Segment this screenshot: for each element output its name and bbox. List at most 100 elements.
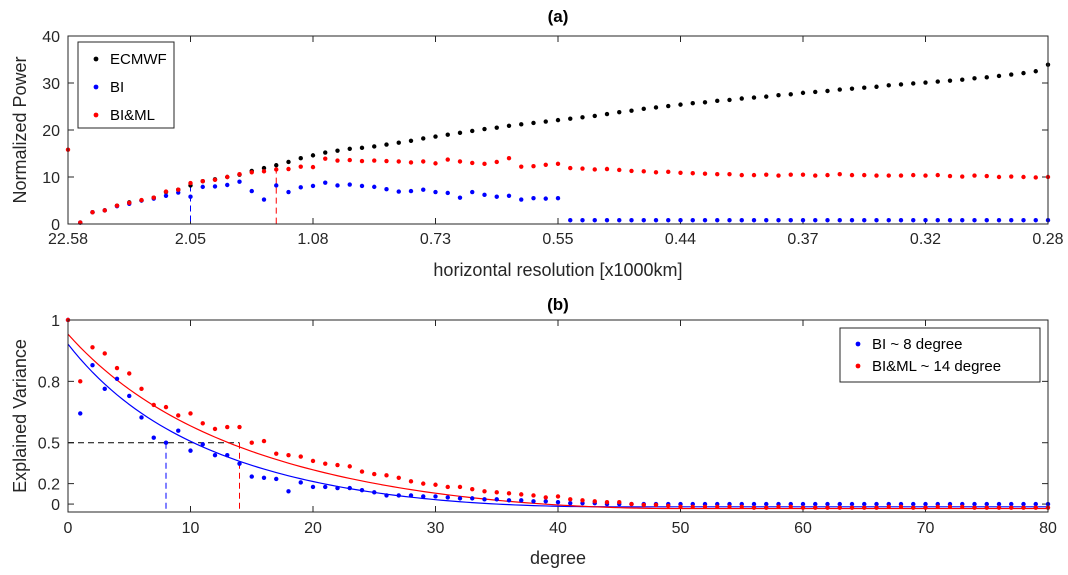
data-point-bi-ml	[139, 197, 144, 203]
data-point-biml	[960, 504, 965, 509]
data-point-bi	[225, 452, 230, 458]
data-point-biml	[911, 505, 916, 510]
data-point-bi-ml	[335, 158, 340, 163]
data-point-bi-ml	[396, 159, 401, 164]
data-point-bi	[200, 184, 205, 190]
data-point-bi	[555, 500, 561, 505]
data-point-bi	[347, 182, 352, 187]
data-point-ecmwf	[886, 83, 891, 88]
data-point-biml	[445, 484, 450, 490]
data-point-biml	[457, 484, 463, 490]
x-tick-label: 20	[304, 520, 322, 537]
data-point-bi	[298, 185, 303, 190]
data-point-biml	[310, 458, 316, 464]
data-point-bi	[923, 218, 928, 223]
data-point-bi	[825, 218, 830, 223]
data-point-bi	[531, 195, 536, 201]
data-point-bi-ml	[776, 173, 781, 178]
data-point-bi-ml	[764, 172, 769, 177]
data-point-ecmwf	[898, 82, 904, 87]
data-point-biml	[274, 451, 279, 456]
data-point-bi-ml	[163, 189, 169, 194]
data-point-ecmwf	[445, 132, 450, 137]
legend-box	[839, 327, 1041, 383]
data-point-ecmwf	[298, 156, 303, 161]
data-point-biml	[604, 500, 610, 505]
data-point-bi-ml	[127, 200, 132, 206]
data-point-bi	[408, 493, 414, 498]
data-point-biml	[592, 499, 597, 504]
data-point-bi	[849, 218, 855, 223]
data-point-biml	[176, 413, 181, 418]
data-point-bi-ml	[825, 172, 830, 178]
data-point-ecmwf	[923, 80, 928, 85]
data-point-bi	[580, 218, 585, 223]
data-point-ecmwf	[531, 120, 536, 126]
data-point-biml	[764, 505, 769, 510]
data-point-bi	[163, 440, 169, 445]
y-axis-label: Normalized Power	[10, 56, 30, 203]
x-tick-label: 2.05	[175, 231, 206, 248]
data-point-ecmwf	[261, 165, 267, 171]
data-point-biml	[494, 490, 499, 495]
legend: BI ~ 8 degree BI&ML ~ 14 degree	[839, 327, 1041, 383]
data-point-biml	[212, 426, 218, 432]
data-point-biml	[323, 461, 328, 466]
data-point-bi	[629, 218, 634, 223]
data-point-biml	[225, 424, 230, 430]
data-point-bi	[421, 494, 426, 499]
data-point-biml	[359, 469, 365, 474]
x-tick-label: 0.37	[787, 231, 818, 248]
data-point-bi	[225, 182, 230, 188]
y-tick-label: 10	[42, 170, 60, 187]
data-point-ecmwf	[1033, 69, 1038, 74]
data-point-ecmwf	[678, 102, 683, 107]
data-point-bi-ml	[1033, 175, 1038, 180]
data-point-ecmwf	[849, 86, 855, 91]
y-tick-label: 0	[51, 497, 60, 514]
data-point-bi	[1021, 218, 1026, 223]
fit-curve	[67, 333, 1048, 510]
data-point-ecmwf	[862, 85, 867, 90]
chart-title: (b)	[547, 295, 569, 314]
data-point-bi	[372, 184, 377, 190]
data-point-bi	[396, 493, 401, 498]
data-point-bi-ml	[359, 158, 365, 164]
data-point-bi	[543, 499, 548, 504]
x-tick-label: 80	[1039, 520, 1057, 537]
data-point-bi	[764, 218, 769, 223]
data-point-ecmwf	[776, 93, 781, 98]
data-point-bi-ml	[274, 167, 279, 172]
x-tick-label: 0.55	[542, 231, 573, 248]
data-point-bi-ml	[543, 162, 548, 167]
data-point-bi	[372, 490, 377, 495]
data-point-biml	[874, 505, 879, 510]
data-point-bi	[384, 187, 389, 192]
data-point-bi-ml	[580, 166, 585, 171]
data-point-bi	[898, 218, 904, 223]
data-point-biml	[715, 504, 720, 509]
data-point-biml	[788, 504, 793, 509]
data-point-bi	[433, 494, 438, 499]
data-point-ecmwf	[604, 111, 610, 117]
x-axis-label: degree	[530, 548, 586, 568]
data-point-bi	[519, 197, 524, 202]
data-point-biml	[1009, 505, 1014, 510]
data-point-bi	[421, 187, 426, 192]
data-point-bi	[813, 501, 818, 507]
data-point-biml	[984, 505, 989, 510]
data-point-biml	[862, 505, 867, 510]
legend-marker	[93, 84, 99, 90]
data-point-bi-ml	[984, 173, 989, 179]
data-point-bi	[188, 194, 193, 199]
data-point-bi-ml	[666, 169, 671, 175]
data-point-bi	[445, 495, 450, 500]
data-point-ecmwf	[764, 94, 769, 99]
data-point-ecmwf	[641, 106, 646, 112]
data-point-bi	[996, 501, 1002, 507]
data-point-bi	[947, 218, 953, 223]
data-point-bi-ml	[935, 172, 940, 178]
data-point-bi-ml	[617, 167, 622, 173]
data-point-bi-ml	[494, 159, 499, 165]
data-point-bi-ml	[653, 170, 659, 175]
